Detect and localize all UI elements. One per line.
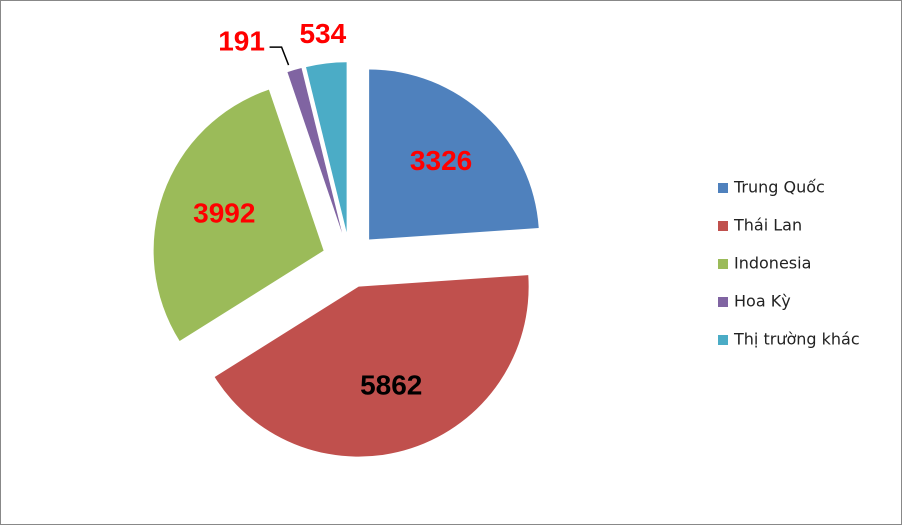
pie-slice: [214, 275, 529, 457]
legend-swatch: [718, 221, 728, 231]
legend-label: Thị trường khác: [733, 330, 860, 349]
legend-label: Hoa Kỳ: [734, 292, 791, 311]
pie-slice: [306, 62, 347, 233]
value-label: 3992: [193, 198, 255, 229]
pie-slice: [153, 89, 324, 342]
pie-slice: [369, 69, 539, 240]
legend-swatch: [718, 259, 728, 269]
legend-label: Trung Quốc: [733, 178, 825, 197]
legend-swatch: [718, 335, 728, 345]
legend-swatch: [718, 183, 728, 193]
value-label: 5862: [360, 369, 422, 400]
value-label: 191: [218, 25, 265, 56]
legend-label: Indonesia: [734, 254, 811, 273]
legend-swatch: [718, 297, 728, 307]
legend-label: Thái Lan: [733, 216, 802, 235]
value-label: 3326: [410, 145, 472, 176]
value-label: 534: [299, 18, 346, 49]
leader-line: [269, 46, 290, 66]
pie-slice: [287, 68, 343, 234]
